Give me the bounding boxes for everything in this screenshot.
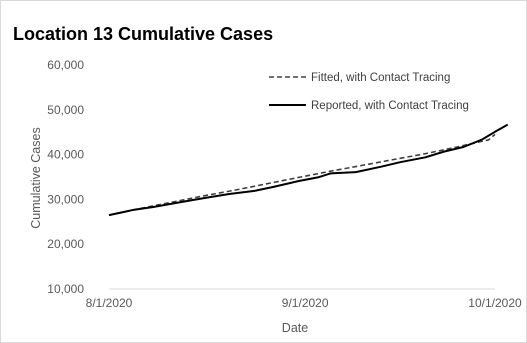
y-axis-label: Cumulative Cases — [29, 127, 43, 228]
y-tick-label: 50,000 — [47, 103, 84, 117]
y-tick-label: 20,000 — [47, 237, 84, 251]
y-axis-ticks: 10,000 20,000 30,000 40,000 50,000 60,000 — [47, 58, 84, 296]
fitted-series-line — [108, 133, 496, 216]
x-tick-label: 8/1/2020 — [86, 296, 133, 310]
x-axis-ticks: 8/1/2020 9/1/2020 10/1/2020 — [86, 296, 522, 310]
chart-title: Location 13 Cumulative Cases — [13, 24, 273, 44]
y-tick-label: 10,000 — [47, 282, 84, 296]
y-tick-label: 30,000 — [47, 192, 84, 206]
legend-label: Reported, with Contact Tracing — [311, 100, 469, 112]
x-axis-label: Date — [282, 321, 308, 335]
legend-label: Fitted, with Contact Tracing — [311, 72, 450, 84]
x-tick-label: 9/1/2020 — [282, 296, 329, 310]
y-tick-label: 40,000 — [47, 148, 84, 162]
y-tick-label: 60,000 — [47, 58, 84, 72]
x-tick-label: 10/1/2020 — [468, 296, 522, 310]
reported-series-line — [108, 123, 509, 217]
series-lines — [108, 123, 509, 217]
legend: Fitted, with Contact Tracing Reported, wi… — [269, 72, 469, 112]
